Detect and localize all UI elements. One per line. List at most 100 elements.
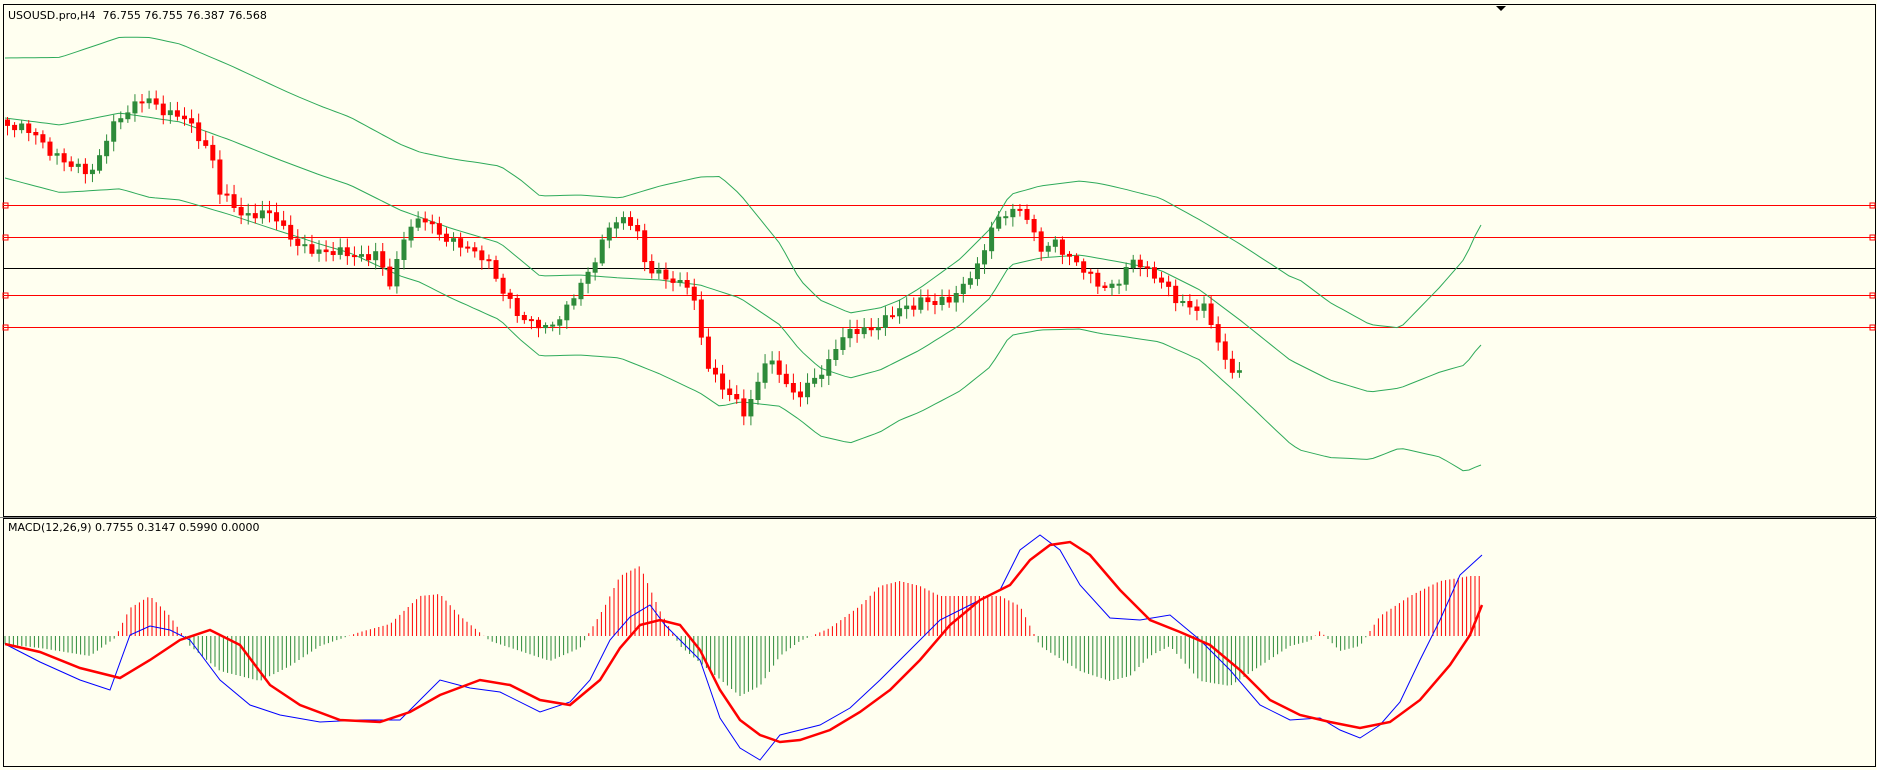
candle-bull	[585, 271, 591, 284]
candle-bear	[5, 119, 10, 126]
candle-bull	[833, 349, 839, 360]
candle-bull	[373, 251, 379, 261]
candle-bull	[826, 359, 832, 376]
candle-bear	[521, 315, 527, 321]
candle-bear	[266, 210, 272, 214]
candle-bull	[571, 298, 577, 306]
candle-bear	[422, 218, 428, 223]
candle-bull	[394, 259, 400, 287]
candle-bear	[720, 373, 726, 390]
candle-bear	[635, 225, 641, 232]
candle-bull	[118, 118, 124, 123]
candles-group	[5, 90, 1242, 426]
candle-bear	[514, 298, 520, 316]
candle-bull	[245, 213, 251, 216]
candle-bull	[996, 216, 1002, 229]
candle-bear	[628, 217, 634, 226]
candle-bear	[663, 269, 669, 280]
candle-bear	[670, 278, 676, 283]
candle-bear	[1166, 281, 1172, 287]
candle-bull	[606, 227, 612, 241]
candle-bear	[1102, 285, 1108, 289]
candle-bear	[429, 221, 435, 225]
candle-bull	[1052, 239, 1058, 247]
candle-bear	[1088, 271, 1094, 274]
candle-bear	[160, 103, 166, 116]
candle-bull	[543, 325, 549, 329]
candle-bull	[75, 163, 81, 167]
candle-bear	[486, 259, 492, 262]
candle-bear	[139, 101, 145, 104]
candle-bull	[918, 297, 924, 310]
candle-bull	[1130, 259, 1136, 269]
candle-bear	[366, 254, 372, 261]
candle-bear	[783, 373, 789, 385]
candle-bull	[111, 121, 117, 142]
candle-bull	[54, 153, 60, 156]
candle-bear	[854, 329, 860, 334]
candle-bull	[1236, 370, 1242, 373]
candle-bull	[1116, 283, 1122, 286]
candle-bear	[741, 398, 747, 417]
macd-panel-frame	[3, 518, 1876, 767]
candle-bear	[1144, 266, 1150, 269]
candle-bull	[599, 239, 605, 264]
candle-bear	[344, 247, 350, 257]
candle-bear	[536, 319, 541, 329]
candle-bull	[557, 319, 563, 326]
candle-bear	[323, 249, 329, 253]
price-panel-frame	[3, 4, 1876, 517]
candle-bear	[500, 277, 506, 294]
candle-bear	[734, 394, 740, 400]
candle-bull	[882, 315, 888, 329]
candle-bear	[1067, 253, 1072, 257]
candle-bull	[1123, 267, 1129, 285]
candle-bear	[698, 299, 704, 338]
candle-bull	[316, 249, 322, 254]
candle-bear	[925, 297, 931, 303]
bollinger-middle-band	[4, 112, 1482, 393]
candle-bull	[19, 123, 25, 131]
candle-bear	[288, 224, 294, 240]
candle-bull	[1180, 301, 1186, 303]
candle-bull	[989, 227, 995, 252]
candle-bear	[932, 301, 938, 305]
candle-bear	[189, 118, 195, 124]
candle-bear	[713, 367, 718, 375]
candle-bear	[1031, 219, 1037, 233]
candle-bear	[493, 260, 499, 279]
hline-handle-right	[1869, 324, 1876, 331]
candle-bear	[1222, 341, 1228, 360]
candle-bear	[380, 251, 386, 268]
candle-bull	[613, 222, 619, 229]
candle-bear	[224, 193, 230, 196]
candle-bear	[295, 238, 301, 246]
macd-signal-line	[4, 540, 1484, 744]
candle-bull	[259, 210, 265, 219]
candle-bear	[911, 305, 917, 310]
candle-bull	[125, 112, 131, 120]
candle-bear	[528, 319, 534, 322]
candle-bear	[351, 255, 357, 258]
candle-bear	[1024, 209, 1030, 220]
macd-panel-header: MACD(12,26,9) 0.7755 0.3147 0.5990 0.000…	[8, 521, 260, 534]
macd-histogram-group	[4, 566, 1480, 696]
candle-bull	[146, 98, 152, 104]
candle-bull	[960, 283, 966, 294]
candle-bull	[805, 382, 811, 398]
candle-bear	[309, 244, 315, 254]
candle-bear	[1229, 358, 1235, 373]
candle-bear	[890, 315, 895, 318]
candle-bear	[1208, 303, 1214, 325]
candle-bear	[82, 163, 88, 175]
candle-bear	[196, 122, 202, 142]
candle-bear	[1095, 272, 1101, 287]
candle-bear	[705, 336, 711, 369]
candle-bear	[684, 280, 690, 288]
candle-bull	[748, 399, 754, 417]
candle-bear	[1074, 255, 1080, 263]
candle-bear	[727, 388, 733, 395]
candle-bear	[1159, 277, 1165, 283]
